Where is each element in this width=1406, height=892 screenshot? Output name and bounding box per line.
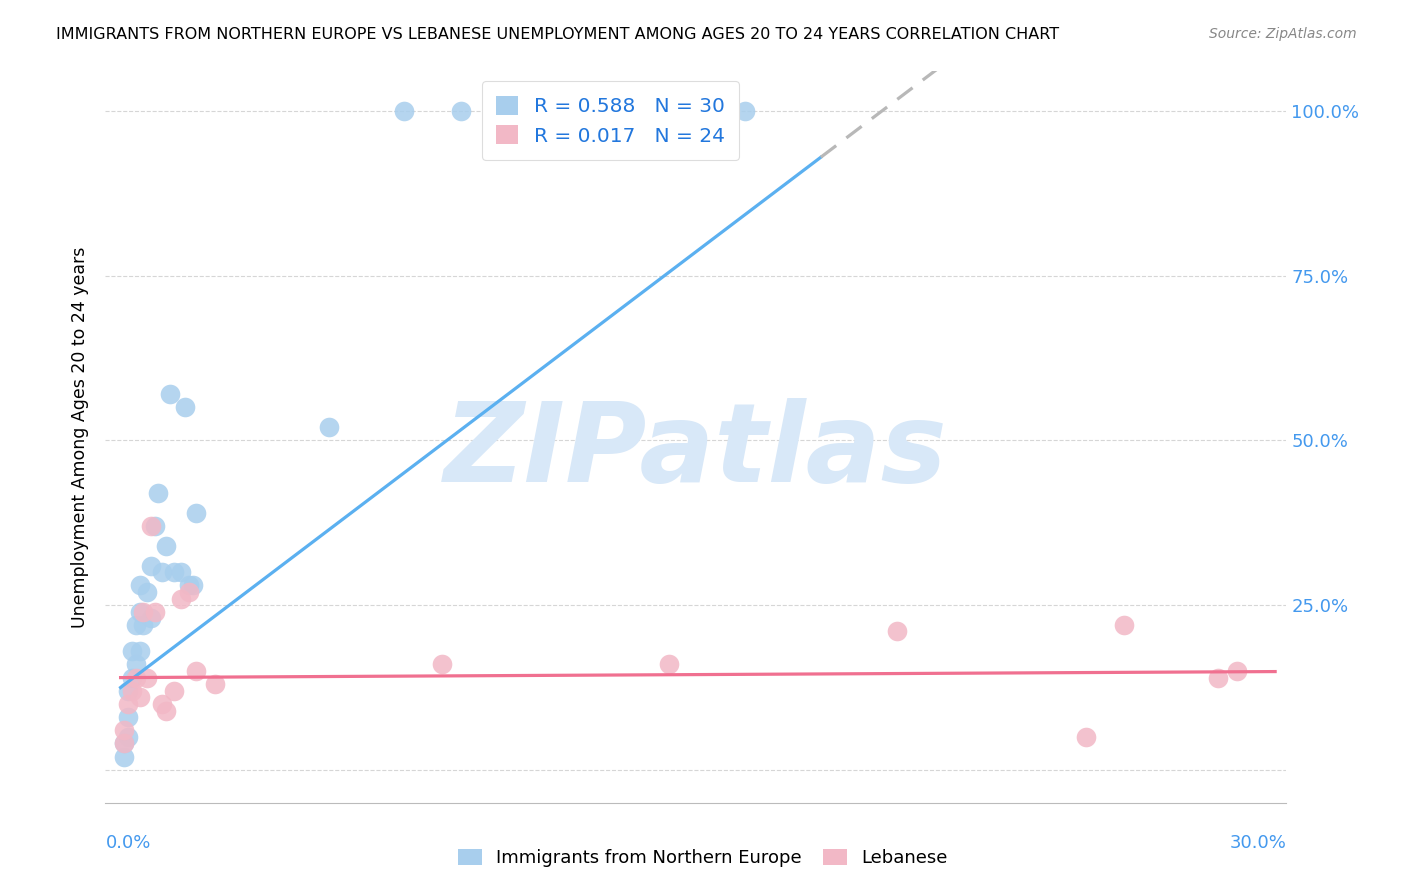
Point — [734, 103, 756, 118]
Point — [162, 683, 184, 698]
Point — [139, 558, 162, 573]
Legend: Immigrants from Northern Europe, Lebanese: Immigrants from Northern Europe, Lebanes… — [451, 841, 955, 874]
Point — [139, 611, 162, 625]
Point — [139, 519, 162, 533]
Point — [112, 737, 135, 751]
Point — [143, 605, 166, 619]
Point — [526, 103, 548, 118]
Text: 0.0%: 0.0% — [105, 834, 150, 852]
Point — [125, 657, 148, 672]
Text: ZIPatlas: ZIPatlas — [444, 398, 948, 505]
Point — [150, 697, 173, 711]
Point — [1226, 664, 1249, 678]
Point — [318, 420, 340, 434]
Point — [658, 657, 681, 672]
Text: 30.0%: 30.0% — [1230, 834, 1286, 852]
Point — [132, 618, 155, 632]
Point — [128, 605, 150, 619]
Point — [136, 671, 159, 685]
Point — [143, 519, 166, 533]
Point — [1074, 730, 1097, 744]
Point — [159, 387, 181, 401]
Point — [148, 486, 170, 500]
Point — [394, 103, 416, 118]
Point — [125, 618, 148, 632]
Point — [432, 657, 454, 672]
Point — [450, 103, 472, 118]
Point — [128, 644, 150, 658]
Point — [204, 677, 226, 691]
Point — [1112, 618, 1135, 632]
Point — [121, 671, 143, 685]
Point — [155, 539, 177, 553]
Point — [117, 730, 139, 744]
Point — [181, 578, 204, 592]
Point — [112, 723, 135, 738]
Y-axis label: Unemployment Among Ages 20 to 24 years: Unemployment Among Ages 20 to 24 years — [72, 246, 90, 628]
Point — [177, 578, 200, 592]
Point — [170, 565, 193, 579]
Point — [886, 624, 908, 639]
Legend: R = 0.588   N = 30, R = 0.017   N = 24: R = 0.588 N = 30, R = 0.017 N = 24 — [482, 81, 740, 160]
Text: IMMIGRANTS FROM NORTHERN EUROPE VS LEBANESE UNEMPLOYMENT AMONG AGES 20 TO 24 YEA: IMMIGRANTS FROM NORTHERN EUROPE VS LEBAN… — [56, 27, 1059, 42]
Text: Source: ZipAtlas.com: Source: ZipAtlas.com — [1209, 27, 1357, 41]
Point — [155, 704, 177, 718]
Point — [186, 664, 208, 678]
Point — [162, 565, 184, 579]
Point — [186, 506, 208, 520]
Point — [170, 591, 193, 606]
Point — [117, 683, 139, 698]
Point — [112, 737, 135, 751]
Point — [174, 401, 197, 415]
Point — [150, 565, 173, 579]
Point — [121, 683, 143, 698]
Point — [112, 749, 135, 764]
Point — [177, 585, 200, 599]
Point — [117, 710, 139, 724]
Point — [136, 585, 159, 599]
Point — [128, 690, 150, 705]
Point — [488, 103, 510, 118]
Point — [121, 644, 143, 658]
Point — [125, 671, 148, 685]
Point — [117, 697, 139, 711]
Point — [1208, 671, 1230, 685]
Point — [132, 605, 155, 619]
Point — [128, 578, 150, 592]
